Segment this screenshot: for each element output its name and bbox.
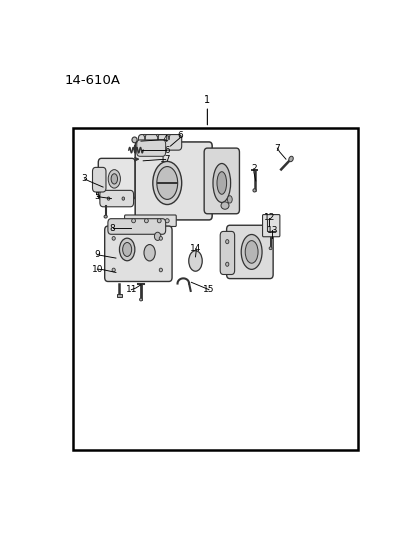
Text: 16: 16 (159, 146, 171, 155)
Ellipse shape (108, 169, 120, 188)
Text: 7: 7 (274, 143, 280, 152)
Ellipse shape (152, 161, 181, 205)
FancyBboxPatch shape (100, 190, 133, 207)
Ellipse shape (167, 134, 170, 136)
Ellipse shape (104, 215, 107, 218)
Text: 1: 1 (204, 95, 210, 105)
Text: 9: 9 (94, 251, 100, 259)
Text: 2: 2 (250, 164, 256, 173)
Bar (72, 127, 357, 450)
Ellipse shape (131, 219, 135, 223)
Text: 5: 5 (94, 192, 100, 201)
Ellipse shape (165, 219, 169, 223)
Text: 10: 10 (91, 265, 103, 273)
FancyBboxPatch shape (124, 215, 176, 227)
Ellipse shape (112, 268, 115, 272)
Text: 3: 3 (81, 174, 87, 183)
Text: 14-610A: 14-610A (64, 74, 120, 87)
Text: 17: 17 (159, 155, 171, 164)
Ellipse shape (225, 262, 228, 266)
FancyBboxPatch shape (138, 134, 181, 150)
Ellipse shape (221, 202, 228, 209)
FancyBboxPatch shape (98, 158, 135, 199)
Ellipse shape (159, 268, 162, 272)
FancyBboxPatch shape (226, 225, 273, 279)
Ellipse shape (268, 247, 271, 249)
FancyBboxPatch shape (135, 142, 212, 220)
Ellipse shape (144, 219, 148, 223)
Ellipse shape (157, 166, 177, 199)
Ellipse shape (216, 172, 226, 194)
Text: 11: 11 (125, 285, 137, 294)
Ellipse shape (244, 240, 257, 263)
Ellipse shape (154, 232, 160, 240)
FancyBboxPatch shape (92, 167, 106, 192)
Text: 13: 13 (266, 225, 278, 235)
Text: 12: 12 (263, 213, 274, 222)
Ellipse shape (188, 251, 202, 271)
Text: 14: 14 (190, 244, 201, 253)
Ellipse shape (212, 164, 230, 203)
Ellipse shape (288, 156, 292, 161)
Ellipse shape (107, 197, 109, 200)
Ellipse shape (119, 238, 135, 261)
Text: 15: 15 (203, 285, 214, 294)
FancyBboxPatch shape (108, 219, 165, 235)
Ellipse shape (159, 237, 162, 240)
Ellipse shape (252, 189, 256, 192)
Ellipse shape (225, 240, 228, 244)
FancyBboxPatch shape (204, 148, 239, 214)
Ellipse shape (143, 134, 145, 136)
Ellipse shape (144, 245, 155, 261)
Ellipse shape (227, 196, 232, 203)
Ellipse shape (157, 219, 161, 223)
FancyBboxPatch shape (220, 231, 234, 274)
Ellipse shape (132, 137, 137, 143)
FancyBboxPatch shape (262, 215, 279, 237)
Bar (116, 294, 121, 297)
Text: 4: 4 (162, 135, 168, 144)
FancyBboxPatch shape (104, 226, 172, 281)
Text: 6: 6 (177, 131, 183, 140)
Ellipse shape (112, 237, 115, 240)
Text: 8: 8 (109, 224, 115, 232)
Ellipse shape (122, 243, 131, 256)
FancyBboxPatch shape (136, 140, 165, 156)
Ellipse shape (139, 298, 142, 301)
Ellipse shape (122, 197, 124, 200)
Ellipse shape (111, 174, 117, 184)
Ellipse shape (241, 235, 261, 269)
Ellipse shape (156, 134, 158, 136)
